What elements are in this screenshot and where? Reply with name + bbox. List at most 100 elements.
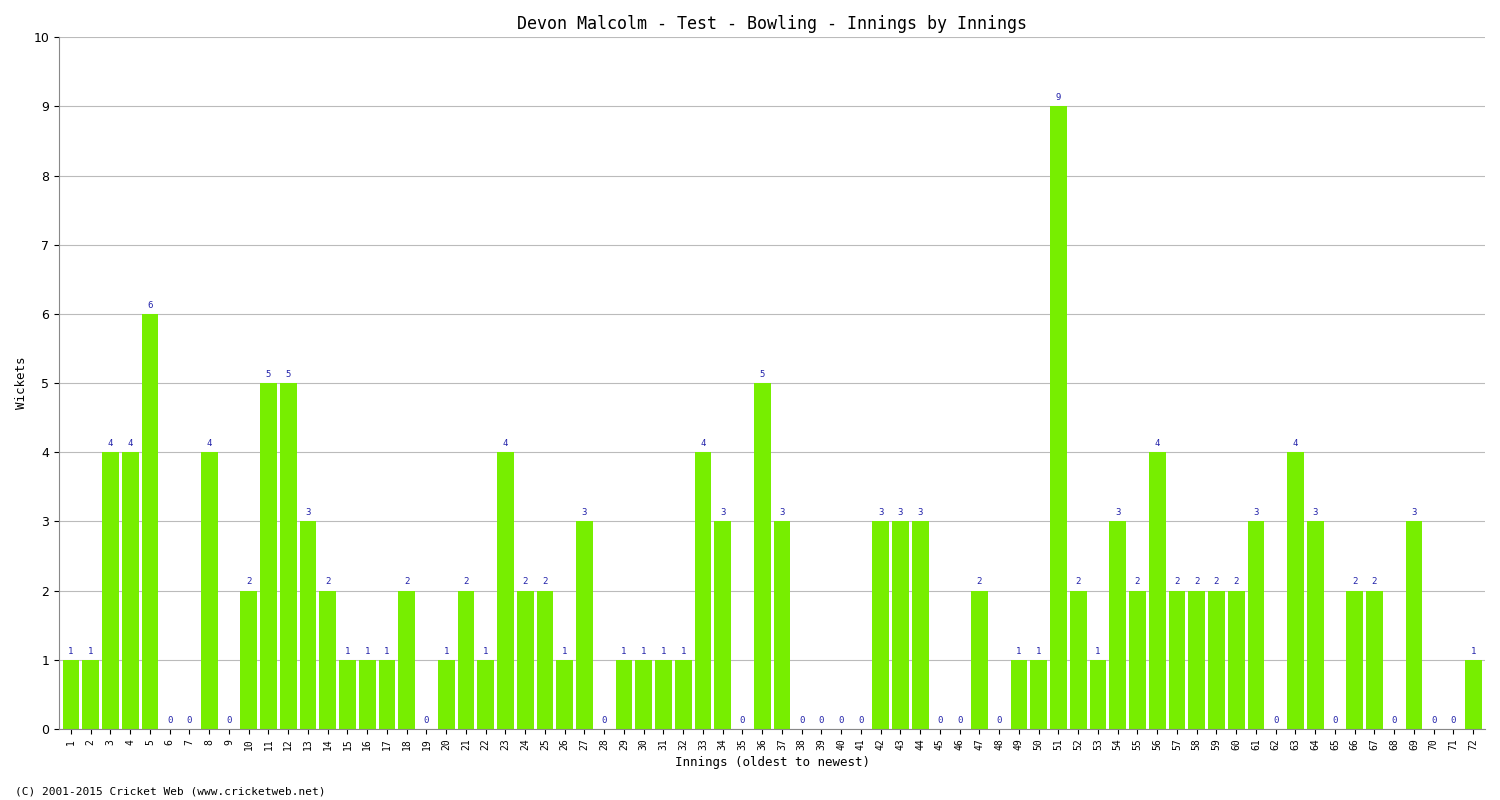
Text: 3: 3	[878, 508, 884, 518]
Text: 3: 3	[918, 508, 922, 518]
Text: 0: 0	[996, 716, 1002, 725]
Bar	[339, 660, 356, 729]
Text: 1: 1	[662, 646, 666, 656]
Bar	[1366, 590, 1383, 729]
Bar	[300, 522, 316, 729]
Text: 2: 2	[404, 578, 410, 586]
Bar	[141, 314, 159, 729]
Text: 0: 0	[226, 716, 231, 725]
Text: 0: 0	[1274, 716, 1278, 725]
Bar	[1130, 590, 1146, 729]
Bar	[102, 452, 118, 729]
Text: 4: 4	[1293, 439, 1298, 448]
Bar	[754, 383, 771, 729]
Text: 4: 4	[128, 439, 134, 448]
Text: 1: 1	[1470, 646, 1476, 656]
Bar	[1228, 590, 1245, 729]
Bar	[892, 522, 909, 729]
Text: 3: 3	[1312, 508, 1318, 518]
Bar	[320, 590, 336, 729]
Bar	[636, 660, 652, 729]
Text: 1: 1	[384, 646, 390, 656]
Text: 1: 1	[69, 646, 74, 656]
Text: 5: 5	[285, 370, 291, 379]
Text: 6: 6	[147, 301, 153, 310]
Bar	[656, 660, 672, 729]
Bar	[1168, 590, 1185, 729]
Bar	[1089, 660, 1107, 729]
Text: 4: 4	[207, 439, 212, 448]
Text: 4: 4	[108, 439, 112, 448]
Bar	[1188, 590, 1204, 729]
Text: 0: 0	[839, 716, 844, 725]
Text: 1: 1	[444, 646, 448, 656]
Text: 3: 3	[306, 508, 310, 518]
Bar	[496, 452, 514, 729]
Bar	[1466, 660, 1482, 729]
Text: 1: 1	[621, 646, 627, 656]
Text: 2: 2	[522, 578, 528, 586]
Text: 0: 0	[1450, 716, 1456, 725]
Text: 0: 0	[1431, 716, 1437, 725]
Bar	[1208, 590, 1225, 729]
Text: 4: 4	[503, 439, 509, 448]
Bar	[63, 660, 80, 729]
Bar	[1011, 660, 1028, 729]
Text: 3: 3	[1412, 508, 1416, 518]
Text: 1: 1	[640, 646, 646, 656]
Text: 0: 0	[166, 716, 172, 725]
Bar	[694, 452, 711, 729]
Text: 0: 0	[424, 716, 429, 725]
Bar	[1110, 522, 1126, 729]
Text: 1: 1	[681, 646, 686, 656]
Text: 0: 0	[1392, 716, 1396, 725]
Text: 0: 0	[602, 716, 608, 725]
Text: 1: 1	[1036, 646, 1041, 656]
Text: 2: 2	[543, 578, 548, 586]
Bar	[970, 590, 988, 729]
Text: 1: 1	[1016, 646, 1022, 656]
Bar	[1070, 590, 1086, 729]
Title: Devon Malcolm - Test - Bowling - Innings by Innings: Devon Malcolm - Test - Bowling - Innings…	[518, 15, 1028, 33]
Text: 5: 5	[759, 370, 765, 379]
Bar	[122, 452, 138, 729]
Text: 0: 0	[938, 716, 942, 725]
Bar	[576, 522, 592, 729]
Bar	[675, 660, 692, 729]
Text: 3: 3	[1114, 508, 1120, 518]
Text: 2: 2	[1371, 578, 1377, 586]
Text: 1: 1	[345, 646, 350, 656]
Text: 2: 2	[1352, 578, 1358, 586]
Bar	[873, 522, 889, 729]
Text: 2: 2	[1214, 578, 1219, 586]
Y-axis label: Wickets: Wickets	[15, 357, 28, 410]
Text: 0: 0	[858, 716, 864, 725]
Text: 1: 1	[88, 646, 93, 656]
Text: 1: 1	[1095, 646, 1101, 656]
Text: 4: 4	[700, 439, 705, 448]
Text: 0: 0	[800, 716, 804, 725]
Bar	[458, 590, 474, 729]
Text: 1: 1	[483, 646, 489, 656]
Bar	[1050, 106, 1066, 729]
Text: 3: 3	[898, 508, 903, 518]
Text: 0: 0	[957, 716, 963, 725]
Bar	[82, 660, 99, 729]
Text: 2: 2	[1174, 578, 1179, 586]
Text: 1: 1	[562, 646, 567, 656]
Bar	[1347, 590, 1364, 729]
Bar	[201, 452, 217, 729]
Bar	[1030, 660, 1047, 729]
Text: 2: 2	[1233, 578, 1239, 586]
Bar	[477, 660, 494, 729]
Bar	[260, 383, 278, 729]
X-axis label: Innings (oldest to newest): Innings (oldest to newest)	[675, 756, 870, 769]
Text: 2: 2	[326, 578, 330, 586]
Bar	[714, 522, 730, 729]
Text: 0: 0	[188, 716, 192, 725]
Bar	[537, 590, 554, 729]
Text: 2: 2	[1134, 578, 1140, 586]
Bar	[1287, 452, 1304, 729]
Text: 9: 9	[1056, 94, 1060, 102]
Text: 3: 3	[780, 508, 784, 518]
